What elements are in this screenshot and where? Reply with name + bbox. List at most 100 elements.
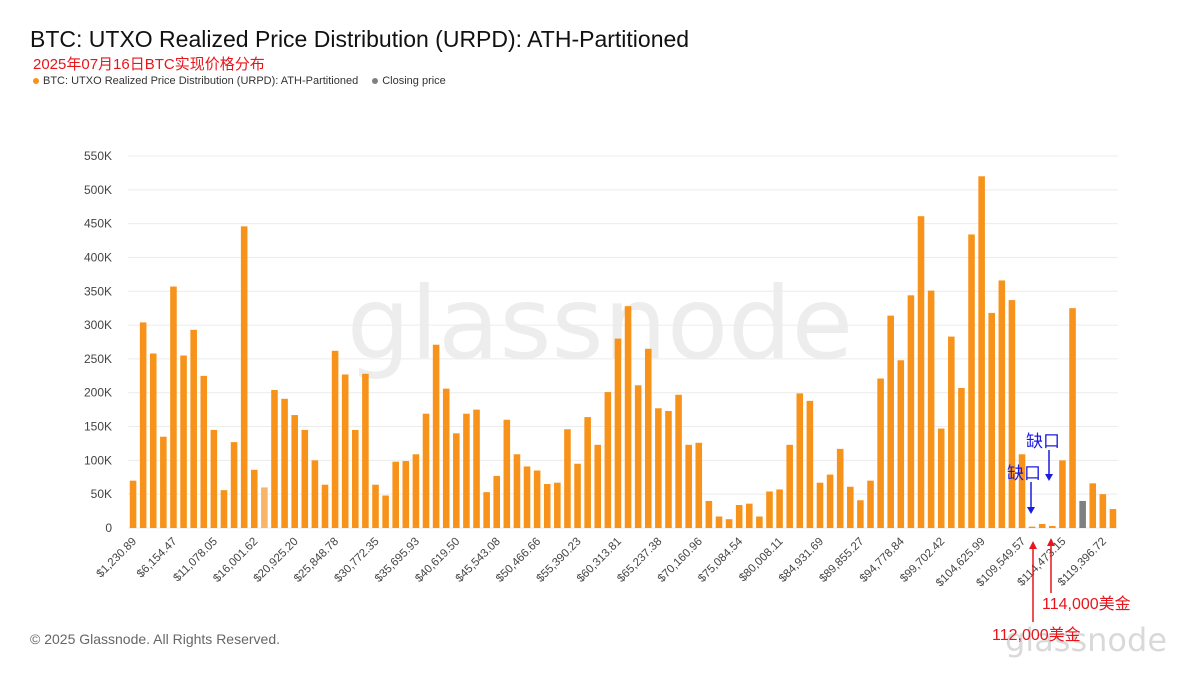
bar[interactable] [917, 216, 925, 528]
bar[interactable] [1099, 494, 1107, 528]
bar[interactable] [574, 463, 581, 528]
bar[interactable] [725, 519, 733, 528]
bar[interactable] [907, 295, 915, 528]
bar[interactable] [483, 492, 490, 528]
bar[interactable] [129, 480, 137, 528]
bar[interactable] [715, 516, 723, 529]
bar[interactable] [281, 398, 288, 528]
bar[interactable] [301, 429, 309, 528]
bar[interactable] [796, 393, 804, 528]
bar[interactable] [523, 466, 531, 528]
bar[interactable] [442, 388, 450, 528]
bar[interactable] [675, 394, 682, 528]
bar[interactable] [321, 484, 329, 528]
bar[interactable] [776, 489, 783, 528]
bar[interactable] [170, 286, 177, 528]
bar[interactable] [554, 482, 561, 528]
bar[interactable] [1109, 509, 1117, 528]
bar[interactable] [362, 373, 369, 528]
bar[interactable] [271, 390, 278, 528]
bar[interactable] [735, 505, 743, 528]
bar[interactable] [816, 482, 824, 528]
bar[interactable] [1018, 454, 1026, 528]
bar[interactable] [382, 495, 389, 528]
bar[interactable] [958, 387, 965, 528]
bar[interactable] [978, 176, 985, 529]
bar[interactable] [261, 487, 268, 528]
bar[interactable] [311, 460, 319, 528]
bar[interactable] [331, 350, 339, 528]
legend-item-urpd[interactable]: BTC: UTXO Realized Price Distribution (U… [33, 75, 358, 87]
bar[interactable] [887, 315, 894, 528]
bar[interactable] [453, 433, 460, 528]
bar[interactable] [897, 360, 905, 528]
bar[interactable] [543, 484, 551, 528]
bar[interactable] [857, 500, 864, 528]
bar[interactable] [806, 400, 814, 528]
bar[interactable] [503, 419, 511, 528]
bar[interactable] [665, 410, 672, 528]
bar[interactable] [220, 490, 228, 528]
bar[interactable] [998, 280, 1006, 528]
bar[interactable] [927, 290, 935, 528]
bar[interactable] [584, 417, 591, 528]
bar[interactable] [937, 428, 945, 528]
bar[interactable] [826, 474, 834, 528]
bar[interactable] [210, 429, 218, 528]
bar[interactable] [877, 378, 884, 528]
bar[interactable] [352, 429, 359, 528]
bar[interactable] [392, 461, 399, 528]
bar[interactable] [1069, 308, 1076, 528]
bar[interactable] [240, 226, 248, 528]
bar[interactable] [341, 374, 349, 528]
bar[interactable] [180, 355, 187, 528]
bar[interactable] [139, 322, 147, 528]
bar[interactable] [867, 480, 874, 528]
bar[interactable] [948, 336, 955, 528]
bar[interactable] [473, 409, 480, 528]
bar[interactable] [200, 375, 208, 528]
bar[interactable] [412, 454, 420, 528]
bar[interactable] [1059, 460, 1066, 528]
closing-price-bar[interactable] [1079, 500, 1086, 528]
bar[interactable] [149, 353, 157, 529]
bar[interactable] [230, 442, 238, 528]
bar[interactable] [624, 306, 632, 528]
bar[interactable] [533, 470, 541, 528]
bar[interactable] [1049, 525, 1056, 528]
legend-item-closing-price[interactable]: Closing price [372, 75, 446, 87]
bar[interactable] [422, 413, 430, 528]
bar[interactable] [463, 413, 470, 528]
bar[interactable] [604, 392, 612, 528]
bar[interactable] [655, 408, 662, 528]
bar[interactable] [594, 444, 602, 528]
bar[interactable] [847, 486, 854, 528]
bar[interactable] [1089, 483, 1097, 528]
bar[interactable] [402, 461, 410, 528]
bar[interactable] [685, 444, 692, 528]
bar[interactable] [705, 500, 713, 528]
bar[interactable] [160, 436, 167, 528]
bar[interactable] [644, 348, 652, 528]
bar[interactable] [695, 442, 703, 528]
bar[interactable] [836, 448, 844, 528]
bar[interactable] [1028, 526, 1036, 528]
bar[interactable] [614, 338, 622, 528]
bar[interactable] [766, 491, 773, 528]
bar[interactable] [756, 516, 763, 529]
bar[interactable] [513, 454, 521, 528]
bar[interactable] [493, 475, 501, 528]
bar[interactable] [291, 415, 298, 528]
bar[interactable] [988, 312, 996, 528]
bar[interactable] [250, 469, 258, 528]
bar[interactable] [432, 344, 440, 528]
bar[interactable] [1038, 523, 1046, 528]
bar[interactable] [564, 429, 571, 528]
bar[interactable] [968, 234, 975, 528]
bar[interactable] [190, 329, 197, 528]
bar[interactable] [634, 385, 642, 528]
bar[interactable] [1008, 300, 1016, 528]
bar[interactable] [745, 503, 753, 528]
bar[interactable] [372, 484, 379, 528]
bar[interactable] [786, 444, 793, 528]
